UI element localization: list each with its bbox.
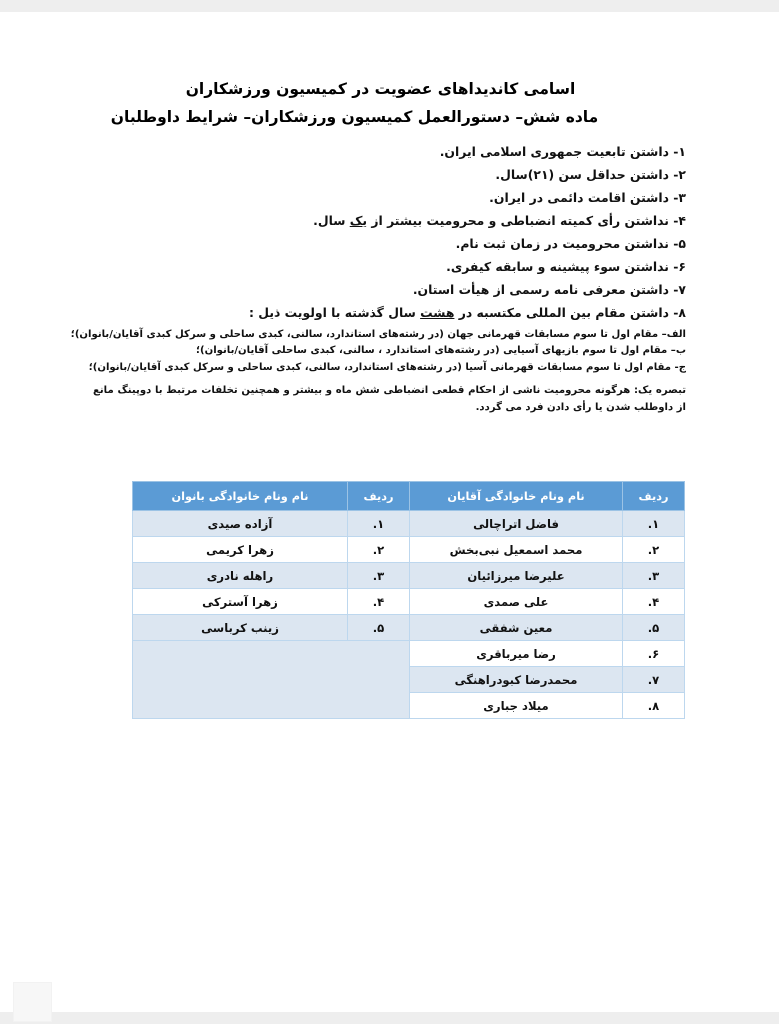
cell-row-num-men: ۱. (622, 510, 685, 537)
cell-men-name: علی صمدی (409, 588, 623, 615)
subclause-list: الف– مقام اول تا سوم مسابقات قهرمانی جها… (70, 327, 686, 377)
clause-text: ۶- نداشتن سوء پیشینه و سابقه کیفری. (446, 258, 686, 274)
note-lead: تبصره یک: (634, 385, 686, 396)
clause-item: ۱- داشتن تابعیت جمهوری اسلامی ایران. (93, 140, 686, 163)
cell-row-num-men: ۴. (622, 588, 685, 615)
cell-row-num-women: ۲. (347, 536, 410, 563)
subclause-item-be: ب– مقام اول تا سوم بازیهای آسیایی (در رش… (195, 345, 686, 356)
page-title: اسامی کاندیداهای عضویت در کمیسیون ورزشکا… (185, 80, 576, 98)
table-header: ردیف نام ونام خانوادگی آقایان ردیف نام و… (132, 481, 685, 511)
clause-text: ۸- داشتن مقام بین المللی مکتسبه در (454, 304, 686, 320)
cell-women-name: زینب کرباسی (132, 614, 348, 641)
clause-text: ۳- داشتن اقامت دائمی در ایران. (489, 189, 686, 205)
clause-text-tail: سال گذشته با اولویت ذیل : (249, 304, 421, 320)
column-header-men-name: نام ونام خانوادگی آقایان (409, 481, 623, 511)
cell-men-name: رضا میرباقری (409, 640, 623, 667)
clause-item: ۳- داشتن اقامت دائمی در ایران. (93, 186, 686, 209)
cell-men-name: معین شفقی (409, 614, 623, 641)
column-header-women-name: نام ونام خانوادگی بانوان (132, 481, 348, 511)
cell-women-empty-block (132, 640, 410, 719)
document-body: اسامی کاندیداهای عضویت در کمیسیون ورزشکا… (70, 78, 686, 416)
cell-row-num-men: ۲. (622, 536, 685, 563)
clause-list: ۱- داشتن تابعیت جمهوری اسلامی ایران. ۲- … (93, 140, 686, 324)
cell-row-num-women: ۵. (347, 614, 410, 641)
clause-text: ۵- نداشتن محرومیت در زمان ثبت نام. (455, 235, 686, 251)
clause-emphasis: هشت (420, 304, 455, 320)
table-row: ۳. علیرضا میرزائیان ۳. راهله نادری (132, 562, 685, 589)
table-row: ۶. رضا میرباقری (132, 640, 685, 719)
clause-item: ۵- نداشتن محرومیت در زمان ثبت نام. (93, 232, 686, 255)
table-row: ۲. محمد اسمعیل نبی‌بخش ۲. زهرا کریمی (132, 536, 685, 563)
subclause-item-jim: ج- مقام اول تا سوم مسابقات قهرمانی آسیا … (88, 361, 686, 373)
clause-item: ۸- داشتن مقام بین المللی مکتسبه در هشت س… (93, 301, 686, 324)
page-subtitle: ماده شش– دستورالعمل کمیسیون ورزشکاران– ش… (110, 108, 599, 127)
clause-emphasis: یک (349, 212, 368, 228)
cell-men-name: فاضل اتراچالی (409, 510, 623, 537)
clause-text: ۴- نداشتن رأی کمیته انضباطی و محرومیت بی… (367, 212, 686, 228)
column-header-row-num-women: ردیف (347, 481, 410, 511)
subclause-item-alef: الف– مقام اول تا سوم مسابقات قهرمانی جها… (70, 328, 686, 340)
cell-row-num-men: ۸. (622, 692, 685, 719)
table-row: ۴. علی صمدی ۴. زهرا آسترکی (132, 588, 685, 615)
cell-women-name: زهرا آسترکی (132, 588, 348, 615)
candidates-table: ردیف نام ونام خانوادگی آقایان ردیف نام و… (132, 481, 685, 719)
candidates-table-container: ردیف نام ونام خانوادگی آقایان ردیف نام و… (132, 481, 685, 719)
column-header-row-num-men: ردیف (622, 481, 685, 511)
cell-row-num-men: ۵. (622, 614, 685, 641)
table-row: ۸. میلاد جباری (133, 692, 685, 719)
cell-row-num-men: ۳. (622, 562, 685, 589)
clause-item: ۶- نداشتن سوء پیشینه و سابقه کیفری. (93, 255, 686, 278)
table-row: ۵. معین شفقی ۵. زینب کرباسی (132, 614, 685, 641)
corner-placeholder-box (13, 982, 52, 1022)
cell-men-name: میلاد جباری (409, 692, 623, 719)
cell-women-name: آزاده صیدی (132, 510, 348, 537)
table-row: ۱. فاضل اتراچالی ۱. آزاده صیدی (132, 510, 685, 537)
table-row: ۷. محمدرضا کبودراهنگی (133, 666, 685, 693)
document-title-block: اسامی کاندیداهای عضویت در کمیسیون ورزشکا… (93, 78, 686, 130)
note-paragraph: تبصره یک: هرگونه محرومیت ناشی از احکام ق… (93, 382, 686, 416)
clause-item: ۴- نداشتن رأی کمیته انضباطی و محرومیت بی… (93, 209, 686, 232)
clause-item: ۷- داشتن معرفی نامه رسمی از هیأت استان. (93, 278, 686, 301)
cell-men-name: علیرضا میرزائیان (409, 562, 623, 589)
note-body: هرگونه محرومیت ناشی از احکام قطعی انضباط… (93, 385, 686, 413)
cell-row-num-women: ۳. (347, 562, 410, 589)
cell-women-name: زهرا کریمی (132, 536, 348, 563)
cell-row-num-women: ۴. (347, 588, 410, 615)
document-page: اسامی کاندیداهای عضویت در کمیسیون ورزشکا… (0, 12, 779, 1022)
table-header-row: ردیف نام ونام خانوادگی آقایان ردیف نام و… (132, 481, 685, 511)
clause-text: ۲- داشتن حداقل سن (۲۱)سال. (495, 166, 686, 182)
cell-row-num-men: ۷. (622, 666, 685, 693)
cell-row-num-men: ۶. (622, 640, 685, 667)
table-body: ۱. فاضل اتراچالی ۱. آزاده صیدی ۲. محمد ا… (132, 510, 685, 719)
clause-text: ۷- داشتن معرفی نامه رسمی از هیأت استان. (412, 281, 686, 297)
cell-women-name: راهله نادری (132, 562, 348, 589)
cell-row-num-women: ۱. (347, 510, 410, 537)
cell-men-name: محمدرضا کبودراهنگی (409, 666, 623, 693)
clause-text: ۱- داشتن تابعیت جمهوری اسلامی ایران. (439, 143, 686, 159)
cell-men-name: محمد اسمعیل نبی‌بخش (409, 536, 623, 563)
clause-item: ۲- داشتن حداقل سن (۲۱)سال. (93, 163, 686, 186)
clause-text-tail: سال. (313, 212, 350, 228)
